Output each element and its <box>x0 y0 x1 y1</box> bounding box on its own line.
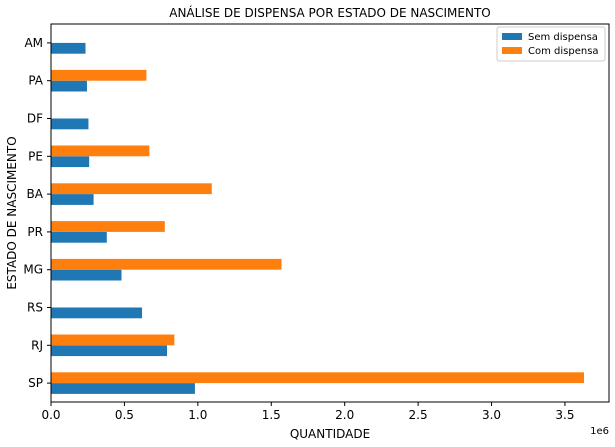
legend-label-sem-dispensa: Sem dispensa <box>528 32 598 43</box>
bar-sem-dispensa-rs <box>51 307 143 319</box>
x-tick-label: 1.0 <box>188 408 207 422</box>
bar-sem-dispensa-am <box>51 42 86 54</box>
x-tick-label: 0.0 <box>41 408 60 422</box>
x-tick-label: 0.5 <box>115 408 134 422</box>
bar-sem-dispensa-pa <box>51 80 87 92</box>
bar-com-dispensa-ba <box>51 183 212 195</box>
x-tick-label: 1.5 <box>262 408 281 422</box>
y-axis-label: ESTADO DE NASCIMENTO <box>5 136 19 289</box>
legend: Sem dispensa Com dispensa <box>496 26 606 62</box>
bar-com-dispensa-rj <box>51 334 175 346</box>
bar-com-dispensa-pa <box>51 69 147 81</box>
bar-sem-dispensa-mg <box>51 269 122 281</box>
x-axis-label: QUANTIDADE <box>290 427 370 441</box>
bar-sem-dispensa-df <box>51 118 89 130</box>
legend-label-com-dispensa: Com dispensa <box>528 46 599 57</box>
y-tick-label-pr: PR <box>27 225 43 239</box>
x-tick-label: 3.5 <box>555 408 574 422</box>
y-tick-label-pe: PE <box>28 149 43 163</box>
bar-com-dispensa-pe <box>51 145 150 157</box>
bar-sem-dispensa-sp <box>51 383 195 394</box>
plot-area: SP RJ RS MG PR BA PE DF PA AM 0.0 0.5 1.0 1.5 2.0 2.5 3.… <box>23 23 610 422</box>
bar-com-dispensa-pr <box>51 221 165 232</box>
bar-sem-dispensa-pr <box>51 231 107 243</box>
x-tick-label: 2.0 <box>335 408 354 422</box>
chart-title: ANÁLISE DE DISPENSA POR ESTADO DE NASCIM… <box>169 5 491 20</box>
bar-com-dispensa-mg <box>51 258 282 270</box>
y-tick-label-mg: MG <box>23 263 43 277</box>
y-tick-label-ba: BA <box>27 187 44 201</box>
bar-sem-dispensa-rj <box>51 345 168 357</box>
y-tick-label-sp: SP <box>28 376 43 390</box>
plot-frame <box>50 23 610 403</box>
legend-swatch-sem-dispensa <box>502 33 522 40</box>
x-axis-offset-label: 1e6 <box>590 426 609 437</box>
bar-sem-dispensa-ba <box>51 194 94 205</box>
bar-com-dispensa-sp <box>51 372 585 384</box>
x-tick-label: 3.0 <box>482 408 501 422</box>
y-tick-label-df: DF <box>27 112 43 126</box>
bar-sem-dispensa-pe <box>51 156 90 168</box>
y-tick-label-pa: PA <box>28 74 43 88</box>
y-tick-label-rs: RS <box>27 301 43 315</box>
x-tick-label: 2.5 <box>409 408 428 422</box>
legend-box <box>496 26 606 62</box>
legend-swatch-com-dispensa <box>502 47 522 54</box>
y-tick-label-rj: RJ <box>31 338 43 352</box>
y-tick-label-am: AM <box>24 36 43 50</box>
